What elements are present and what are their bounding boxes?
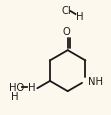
Text: HO: HO: [9, 83, 24, 92]
Text: H: H: [76, 12, 84, 22]
Text: O: O: [63, 26, 71, 36]
Text: H: H: [28, 83, 35, 92]
Text: Cl: Cl: [62, 6, 72, 16]
Text: H: H: [11, 91, 19, 101]
Text: NH: NH: [88, 76, 103, 86]
